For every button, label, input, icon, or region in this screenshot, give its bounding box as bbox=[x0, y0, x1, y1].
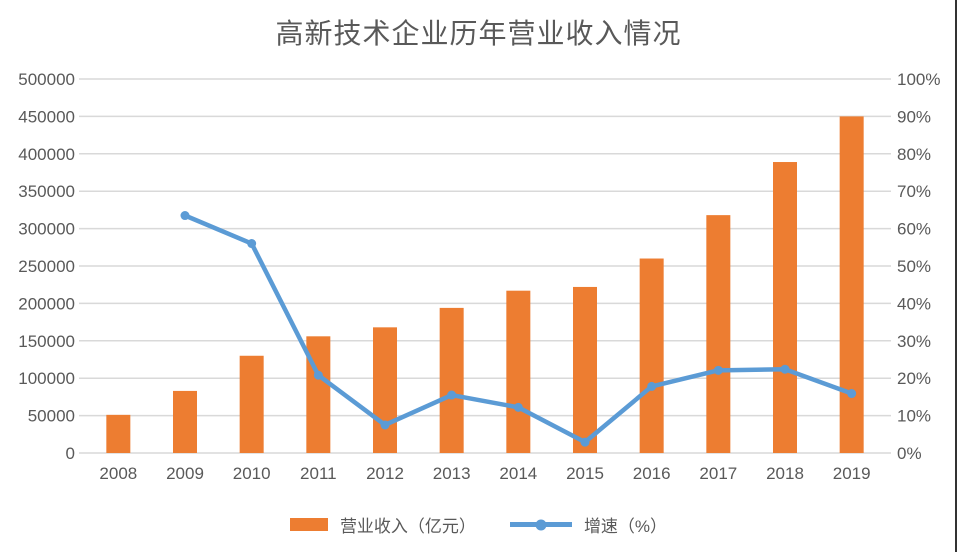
line-marker-2012 bbox=[380, 420, 390, 430]
x-axis-label: 2019 bbox=[833, 464, 871, 483]
x-axis-label: 2013 bbox=[433, 464, 471, 483]
x-axis-label: 2010 bbox=[233, 464, 271, 483]
x-axis-label: 2011 bbox=[300, 464, 337, 483]
legend-line-label: 增速（%） bbox=[583, 517, 668, 536]
legend-line-swatch-icon bbox=[509, 519, 572, 530]
x-axis-label: 2008 bbox=[99, 464, 137, 483]
left-axis-tick-label: 150000 bbox=[18, 332, 75, 351]
left-axis-tick-label: 250000 bbox=[18, 257, 75, 276]
right-axis-tick-label: 40% bbox=[897, 294, 931, 313]
legend: 营业收入（亿元） 增速（%） bbox=[0, 512, 957, 537]
right-axis-tick-label: 10% bbox=[897, 407, 931, 426]
right-axis-tick-label: 80% bbox=[897, 145, 931, 164]
left-axis-tick-label: 400000 bbox=[18, 145, 75, 164]
x-axis-label: 2017 bbox=[699, 464, 737, 483]
x-axis-label: 2016 bbox=[633, 464, 671, 483]
bar-2015 bbox=[573, 286, 597, 453]
bar-2016 bbox=[639, 258, 664, 453]
right-axis-tick-label: 70% bbox=[897, 182, 931, 201]
chart-title: 高新技术企业历年营业收入情况 bbox=[275, 19, 682, 50]
x-axis-label: 2014 bbox=[499, 464, 537, 483]
right-axis-tick-label: 0% bbox=[897, 444, 922, 463]
left-axis-tick-label: 200000 bbox=[18, 294, 75, 313]
line-marker-2013 bbox=[447, 390, 457, 400]
bar-2017 bbox=[706, 215, 731, 453]
left-axis-tick-label: 0 bbox=[66, 444, 75, 463]
line-marker-2018 bbox=[780, 364, 790, 374]
bar-2012 bbox=[373, 327, 397, 453]
line-marker-2017 bbox=[713, 365, 723, 375]
left-axis-tick-label: 450000 bbox=[18, 107, 75, 126]
line-marker-2014 bbox=[513, 402, 523, 412]
bar-2009 bbox=[173, 390, 197, 453]
x-axis-label: 2012 bbox=[366, 464, 404, 483]
bar-2018 bbox=[773, 162, 797, 453]
legend-bar-swatch-icon bbox=[289, 518, 328, 531]
right-axis-tick-label: 60% bbox=[897, 220, 931, 239]
legend-bar-label: 营业收入（亿元） bbox=[339, 517, 476, 536]
left-axis-tick-label: 100000 bbox=[18, 369, 75, 388]
x-axis-label: 2009 bbox=[166, 464, 204, 483]
line-marker-2016 bbox=[647, 381, 657, 391]
line-marker-2009 bbox=[180, 211, 190, 221]
right-edge-border bbox=[955, 0, 957, 552]
right-axis-tick-label: 50% bbox=[897, 257, 931, 276]
line-marker-2010 bbox=[247, 239, 257, 249]
left-axis-tick-label: 500000 bbox=[18, 70, 75, 89]
legend-line-marker-icon bbox=[535, 519, 547, 530]
x-axis-label: 2015 bbox=[566, 464, 604, 483]
right-axis-tick-label: 20% bbox=[897, 369, 931, 388]
bar-2013 bbox=[439, 307, 464, 453]
left-axis-tick-label: 50000 bbox=[28, 407, 75, 426]
bar-2019 bbox=[839, 116, 864, 454]
line-marker-2019 bbox=[847, 389, 857, 399]
bar-2014 bbox=[506, 290, 531, 453]
right-axis-tick-label: 90% bbox=[897, 107, 931, 126]
left-axis-tick-label: 350000 bbox=[18, 182, 75, 201]
right-axis-tick-label: 100% bbox=[897, 70, 940, 89]
left-axis-tick-label: 300000 bbox=[18, 220, 75, 239]
x-axis-label: 2018 bbox=[766, 464, 804, 483]
line-marker-2011 bbox=[313, 370, 323, 380]
right-axis-tick-label: 30% bbox=[897, 332, 931, 351]
line-marker-2015 bbox=[580, 437, 590, 447]
bar-2010 bbox=[239, 355, 264, 453]
bar-2008 bbox=[106, 414, 131, 453]
